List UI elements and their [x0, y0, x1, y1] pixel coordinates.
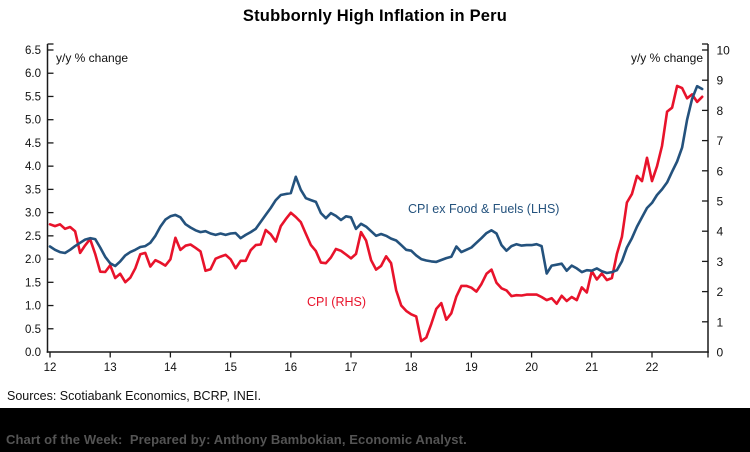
right-axis: 0 1 2 3 4 5 6 7 8 9 10 — [702, 43, 731, 360]
page-title: Stubbornly High Inflation in Peru — [242, 7, 508, 25]
axis-tick-label: 15 — [224, 362, 237, 374]
axis-tick-label: 6.0 — [25, 68, 41, 80]
footer-bar — [0, 408, 750, 452]
axis-tick-label: 17 — [345, 362, 358, 374]
axis-tick-label: 0 — [717, 346, 724, 360]
left-axis-unit-label: y/y % change — [56, 51, 129, 65]
axis-tick-label: 0.5 — [25, 324, 41, 336]
axis-tick-label: 5.0 — [25, 115, 41, 127]
axis-tick-label: 1.0 — [25, 301, 41, 313]
axis-tick-label: 19 — [465, 362, 478, 374]
axis-tick-label: 4 — [717, 225, 724, 239]
axis-tick-label: 7 — [717, 134, 724, 148]
sources-note: Sources: Scotiabank Economics, BCRP, INE… — [7, 389, 262, 403]
axis-tick-label: 5.5 — [25, 91, 41, 103]
axis-tick-label: 13 — [104, 362, 117, 374]
axis-tick-label: 2.5 — [25, 231, 41, 243]
axis-tick-label: 4.5 — [25, 138, 41, 150]
series-line-cpi — [48, 84, 704, 343]
axis-tick-label: 3.5 — [25, 184, 41, 196]
axis-tick-label: 1 — [717, 315, 724, 329]
axis-tick-label: 16 — [284, 362, 297, 374]
axis-tick-label: 3.0 — [25, 208, 41, 220]
series-label-cpi: CPI (RHS) — [307, 295, 367, 309]
axis-tick-label: 6.5 — [25, 45, 41, 57]
axis-tick-label: 3 — [717, 255, 724, 269]
x-axis: 12 13 14 15 16 17 18 19 20 21 22 — [44, 351, 709, 374]
axis-tick-label: 6 — [717, 164, 724, 178]
axis-tick-label: 14 — [164, 362, 177, 374]
axis-tick-label: 18 — [405, 362, 418, 374]
right-axis-unit-label: y/y % change — [630, 51, 703, 65]
axis-tick-label: 4.0 — [25, 161, 41, 173]
axis-tick-label: 21 — [585, 362, 598, 374]
axis-tick-label: 20 — [525, 362, 538, 374]
axis-tick-label: 0.0 — [25, 347, 41, 359]
series-line-cpi-ex-food-fuels — [48, 84, 704, 275]
axis-tick-label: 12 — [44, 362, 57, 374]
axis-tick-label: 1.5 — [25, 277, 41, 289]
axis-tick-label: 10 — [717, 44, 731, 58]
axis-tick-label: 8 — [717, 104, 724, 118]
left-axis: 0.0 0.5 1.0 1.5 2.0 2.5 3.0 3.5 4.0 4.5 5.0 5.5 6.0 6… — [25, 43, 54, 359]
axis-tick-label: 9 — [717, 74, 724, 88]
axis-tick-label: 22 — [646, 362, 659, 374]
axis-tick-label: 2 — [717, 285, 724, 299]
series-label-cpi-ex-food-fuels: CPI ex Food & Fuels (LHS) — [408, 202, 560, 216]
footer-credit-text: Chart of the Week: Prepared by: Anthony … — [6, 432, 467, 447]
axis-tick-label: 5 — [717, 195, 724, 209]
axis-tick-label: 2.0 — [25, 254, 41, 266]
